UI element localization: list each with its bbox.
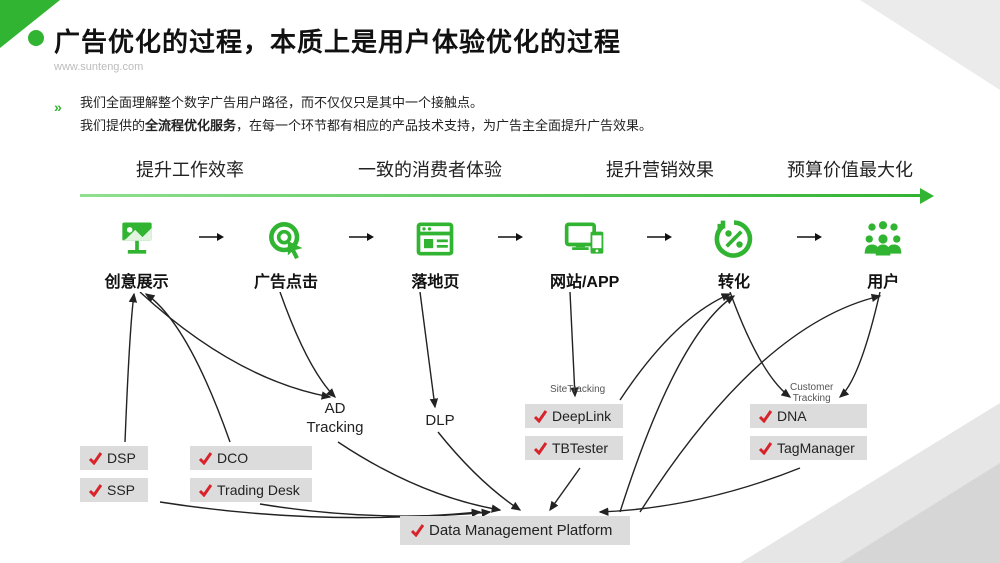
intro-line-2: 我们提供的全流程优化服务，在每一个环节都有相应的产品技术支持，为广告主全面提升广… [80,114,940,137]
timeline-arrow [80,190,940,202]
product-tag: DSP [80,446,148,470]
product-tag: TagManager [750,436,867,460]
product-tag: DeepLink [525,404,623,428]
section-label: 提升营销效果 [560,156,760,182]
stage-label: 广告点击 [229,268,342,292]
cursor-icon [229,216,342,262]
stage-label: 创意展示 [80,268,193,292]
browser-icon [379,216,492,262]
tags-dco-td: DCO Trading Desk [190,442,312,506]
arrow-right-icon [641,216,677,244]
product-tag: SSP [80,478,148,502]
product-tag: DCO [190,446,312,470]
stage-user: 用户 [827,216,940,292]
slide-title: 广告优化的过程，本质上是用户体验优化的过程 [54,22,1000,59]
label-dlp: DLP [420,412,460,431]
slide-header: 广告优化的过程，本质上是用户体验优化的过程 www.sunteng.com [0,0,1000,73]
chevron-icon: » [54,95,59,120]
people-icon [827,216,940,262]
stage-landing: 落地页 [379,216,492,292]
section-label: 一致的消费者体验 [300,156,560,182]
tags-site-tracking: DeepLink TBTester [525,400,623,464]
title-bullet-icon [28,30,44,46]
label-ad-tracking: ADTracking [295,400,375,438]
product-tag: Trading Desk [190,478,312,502]
product-tag: DNA [750,404,867,428]
tags-dsp-ssp: DSP SSP [80,442,148,506]
product-tag-dmp: Data Management Platform [400,516,630,545]
intro-line-1: 我们全面理解整个数字广告用户路径，而不仅仅只是其中一个接触点。 [80,91,940,114]
stage-label: 落地页 [379,268,492,292]
product-tag: TBTester [525,436,623,460]
stage-row: 创意展示 广告点击 落地页 网站/APP 转化 用户 [0,202,1000,292]
site-url: www.sunteng.com [54,61,1000,73]
arrow-right-icon [343,216,379,244]
section-group-labels: 提升工作效率 一致的消费者体验 提升营销效果 预算价值最大化 [0,138,1000,188]
arrow-right-icon [193,216,229,244]
stage-label: 用户 [827,268,940,292]
devices-icon [528,216,641,262]
intro-text: » 我们全面理解整个数字广告用户路径，而不仅仅只是其中一个接触点。 我们提供的全… [0,73,1000,138]
label-customer-tracking-title: CustomerTracking [790,382,833,404]
billboard-icon [80,216,193,262]
stage-creative: 创意展示 [80,216,193,292]
tags-customer-tracking: DNA TagManager [750,400,867,464]
stage-label: 转化 [677,268,790,292]
arrow-right-icon [791,216,827,244]
arrow-right-icon [492,216,528,244]
arrowhead-icon [920,188,934,204]
supporting-diagram: DSP SSP DCO Trading Desk DeepLink TBTester DNA… [80,292,940,552]
section-label: 预算价值最大化 [760,156,940,182]
stage-label: 网站/APP [528,268,641,292]
label-site-tracking-title: SiteTracking [550,384,605,395]
stage-click: 广告点击 [229,216,342,292]
section-label: 提升工作效率 [80,156,300,182]
timeline-bar [80,194,922,197]
stage-site: 网站/APP [528,216,641,292]
stage-convert: 转化 [677,216,790,292]
percent-icon [677,216,790,262]
